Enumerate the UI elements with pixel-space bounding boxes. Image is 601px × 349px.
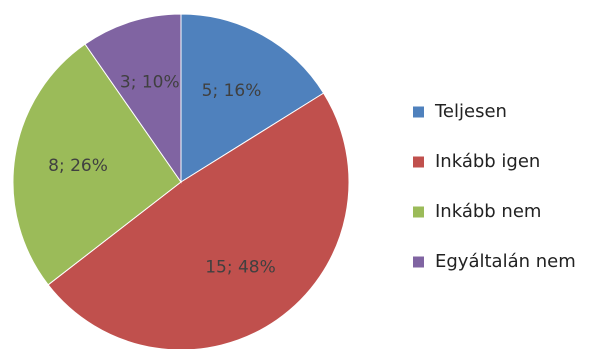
legend-swatch-inkabb-igen bbox=[413, 156, 424, 168]
legend-label-inkabb-nem: Inkább nem bbox=[435, 201, 541, 222]
data-label-inkabb-nem: 8; 26% bbox=[48, 156, 108, 176]
pie-slice-inkabb-igen bbox=[47, 92, 350, 349]
pie-slice-teljesen bbox=[180, 13, 325, 183]
legend-swatch-egyaltalan-nem bbox=[413, 256, 424, 268]
pie-data-labels: 5; 16% 15; 48% 8; 26% 3; 10% bbox=[48, 73, 276, 278]
legend-label-inkabb-igen: Inkább igen bbox=[435, 151, 540, 172]
pie-slice-inkabb-nem bbox=[12, 43, 182, 286]
data-label-inkabb-igen: 15; 48% bbox=[205, 258, 276, 278]
data-label-egyaltalan-nem: 3; 10% bbox=[120, 73, 180, 93]
legend-label-egyaltalan-nem: Egyáltalán nem bbox=[435, 251, 576, 272]
legend: Teljesen Inkább igen Inkább nem Egyáltalán … bbox=[413, 101, 576, 272]
pie-slices bbox=[12, 13, 350, 349]
legend-label-teljesen: Teljesen bbox=[434, 101, 507, 122]
legend-swatch-inkabb-nem bbox=[413, 206, 424, 218]
data-label-teljesen: 5; 16% bbox=[202, 81, 262, 101]
legend-swatch-teljesen bbox=[413, 106, 424, 118]
pie-slice-egyaltalan-nem bbox=[84, 13, 182, 184]
